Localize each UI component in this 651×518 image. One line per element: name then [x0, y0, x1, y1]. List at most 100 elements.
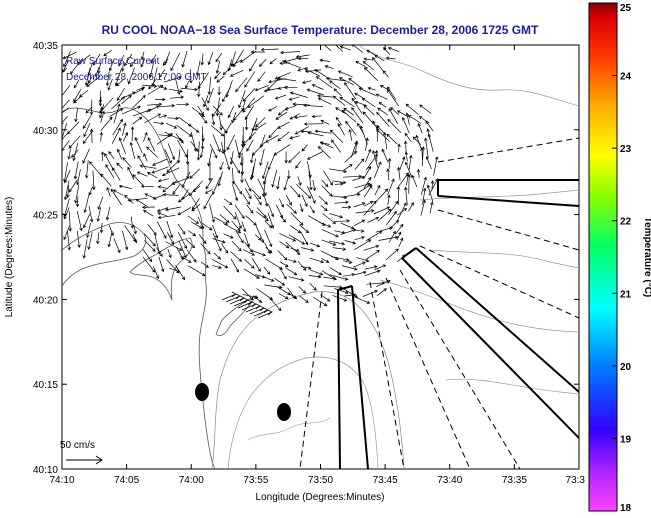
- current-vector: [177, 140, 188, 158]
- current-vector: [419, 104, 432, 114]
- current-vector: [268, 203, 275, 218]
- current-vector: [62, 116, 68, 125]
- current-vector: [355, 209, 375, 214]
- current-vector: [223, 223, 242, 234]
- colorbar-tick-label: 24: [620, 72, 632, 83]
- current-vector: [250, 50, 265, 54]
- current-vector: [212, 224, 219, 239]
- current-vector: [89, 128, 94, 144]
- current-vector: [329, 274, 349, 281]
- current-vector: [87, 232, 93, 251]
- current-vector: [140, 58, 146, 68]
- current-vector: [212, 238, 226, 244]
- current-vector: [252, 295, 263, 303]
- current-vector: [425, 156, 432, 170]
- current-vector: [254, 234, 262, 241]
- current-vector: [299, 203, 304, 213]
- current-vector: [191, 221, 203, 229]
- current-vector: [398, 237, 404, 248]
- current-vector: [334, 288, 349, 294]
- current-vector: [363, 184, 373, 198]
- current-vector: [176, 124, 193, 137]
- current-vector: [323, 276, 338, 281]
- y-tick-label: 40:15: [33, 380, 58, 391]
- current-vector: [307, 186, 316, 204]
- current-vector: [388, 220, 400, 230]
- current-vector: [100, 110, 105, 123]
- current-vector: [271, 169, 278, 188]
- current-vector: [408, 154, 413, 171]
- current-vector: [385, 210, 397, 226]
- current-vector: [75, 196, 80, 208]
- current-vector: [180, 87, 198, 92]
- current-vector: [213, 252, 222, 260]
- current-vector: [157, 185, 167, 189]
- current-vector: [303, 122, 324, 126]
- current-vector: [229, 157, 241, 174]
- colorbar: [588, 2, 618, 512]
- current-vector: [140, 51, 145, 61]
- y-tick-label: 40:35: [33, 41, 58, 52]
- current-vector: [342, 164, 353, 172]
- current-vector: [211, 113, 216, 126]
- x-tick-label: 74:00: [179, 475, 204, 486]
- current-vector: [231, 220, 241, 232]
- current-vector: [207, 87, 214, 104]
- current-vector: [83, 213, 91, 229]
- current-vector: [355, 60, 368, 69]
- current-vector: [88, 186, 93, 196]
- current-vector: [112, 167, 121, 181]
- colorbar-tick-label: 25: [620, 3, 632, 14]
- current-vector: [251, 258, 261, 272]
- current-vector: [156, 247, 163, 257]
- current-vector: [254, 85, 269, 92]
- current-vector: [388, 230, 396, 243]
- current-vector: [165, 122, 178, 129]
- current-vector: [200, 243, 211, 255]
- current-vector: [374, 264, 387, 271]
- bathy-contour-7: [445, 378, 579, 395]
- current-vector: [363, 57, 374, 61]
- current-vector: [216, 75, 225, 83]
- current-vector: [127, 166, 135, 180]
- bathy-contour-8: [247, 417, 331, 441]
- coastline-hook: [215, 295, 257, 336]
- current-vector: [374, 188, 389, 204]
- current-vector: [63, 180, 70, 201]
- current-vector: [165, 241, 183, 251]
- current-vector: [198, 112, 208, 124]
- current-vector: [309, 205, 315, 214]
- current-vector: [322, 213, 336, 225]
- current-vector: [222, 133, 227, 153]
- current-vector: [340, 222, 355, 230]
- current-vector: [129, 141, 136, 160]
- current-vector: [142, 249, 153, 263]
- current-vector: [289, 225, 302, 234]
- current-vector: [278, 198, 284, 208]
- current-vector: [143, 153, 148, 162]
- colorbar-tick-label: 23: [620, 144, 632, 155]
- current-vector: [249, 58, 258, 72]
- current-vector: [67, 148, 71, 160]
- current-vector: [340, 192, 361, 198]
- current-vector: [341, 205, 352, 209]
- current-vector: [332, 295, 348, 302]
- x-tick-label: 73:50: [308, 475, 333, 486]
- current-vector: [234, 204, 245, 220]
- current-vector: [238, 143, 246, 156]
- current-vector: [121, 105, 141, 115]
- current-vector: [100, 173, 112, 187]
- current-vector: [231, 112, 237, 124]
- current-vector: [130, 126, 135, 142]
- current-vector: [167, 248, 172, 259]
- current-vector: [98, 90, 103, 104]
- current-vector: [317, 97, 332, 105]
- current-vector: [257, 71, 266, 82]
- current-vector: [433, 156, 439, 176]
- current-vector: [430, 180, 435, 191]
- current-vector: [339, 45, 352, 51]
- current-vector: [337, 123, 345, 136]
- current-vector: [68, 179, 78, 193]
- current-vector: [156, 133, 174, 145]
- current-vector: [387, 157, 392, 170]
